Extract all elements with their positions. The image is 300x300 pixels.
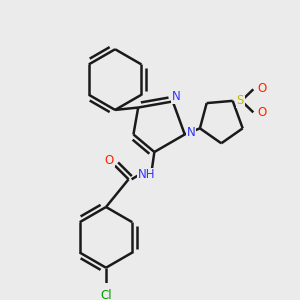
Text: Cl: Cl [100, 289, 112, 300]
Text: N: N [187, 126, 195, 140]
Text: O: O [105, 154, 114, 167]
Text: S: S [237, 94, 244, 107]
Text: O: O [258, 82, 267, 95]
Text: NH: NH [138, 168, 155, 181]
Text: N: N [171, 90, 180, 104]
Text: O: O [258, 106, 267, 119]
